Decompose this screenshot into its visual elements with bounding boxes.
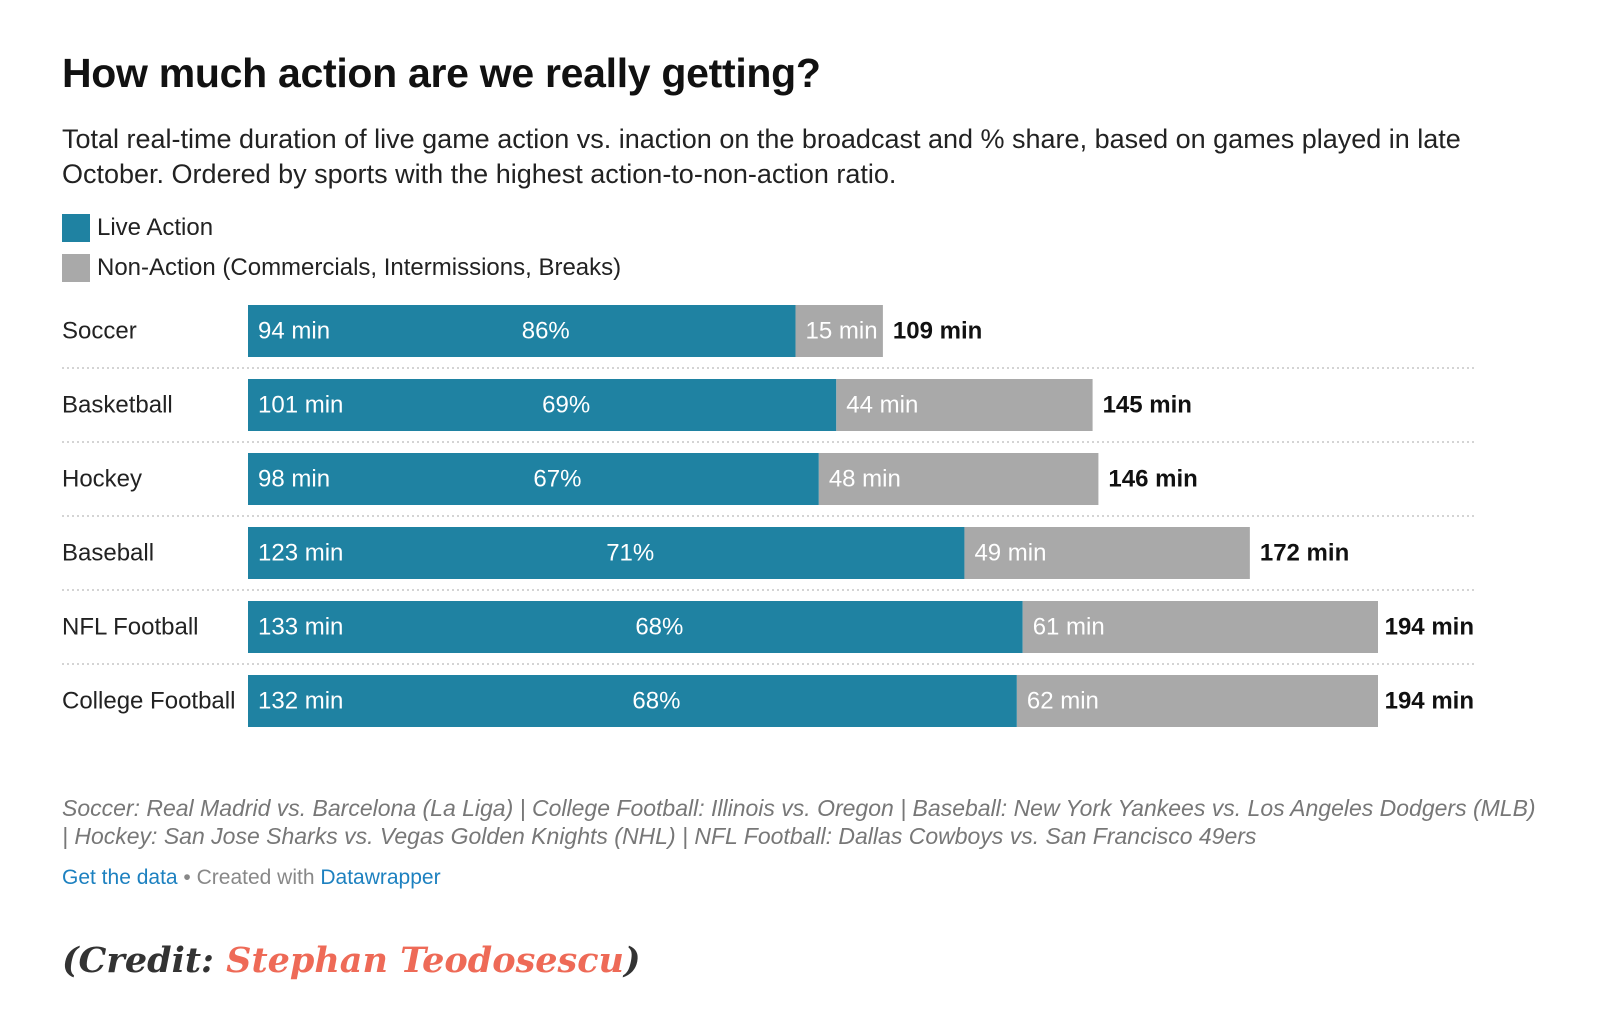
bar-live-hockey	[248, 453, 819, 505]
share-label-basketball: 69%	[542, 392, 590, 419]
total-label-baseball: 172 min	[1260, 540, 1349, 567]
legend-label-live-action: Live Action	[97, 214, 214, 241]
share-label-hockey: 67%	[533, 466, 581, 493]
bar-non-action-soccer	[795, 305, 883, 357]
legend-item-non-action: Non-Action (Commercials, Intermissions, …	[62, 254, 621, 282]
get-the-data-link[interactable]: Get the data	[62, 866, 178, 889]
bar-live-baseball	[248, 527, 965, 579]
value-label-live-baseball: 123 min	[258, 540, 343, 567]
bar-non-action-baseball	[964, 527, 1250, 579]
value-label-live-nfl-football: 133 min	[258, 614, 343, 641]
bar-live-college-football	[248, 675, 1017, 727]
legend: Live Action Non-Action (Commercials, Int…	[62, 214, 621, 294]
legend-swatch-non-action	[62, 254, 90, 282]
category-label-basketball: Basketball	[62, 392, 173, 419]
legend-label-non-action: Non-Action (Commercials, Intermissions, …	[97, 254, 622, 281]
value-label-non-action-college-football: 62 min	[1027, 688, 1099, 715]
value-label-non-action-basketball: 44 min	[846, 392, 918, 419]
category-label-nfl-football: NFL Football	[62, 614, 199, 641]
total-label-nfl-football: 194 min	[1385, 614, 1474, 641]
bar-non-action-college-football	[1016, 675, 1378, 727]
value-label-non-action-soccer: 15 min	[806, 318, 878, 345]
share-label-college-football: 68%	[632, 688, 680, 715]
value-label-live-soccer: 94 min	[258, 318, 330, 345]
total-label-hockey: 146 min	[1108, 466, 1197, 493]
footer-created-with: • Created with	[177, 866, 321, 889]
credit-name: Stephan Teodosescu	[226, 940, 625, 981]
value-label-non-action-nfl-football: 61 min	[1033, 614, 1105, 641]
bar-live-soccer	[248, 305, 796, 357]
value-label-non-action-baseball: 49 min	[974, 540, 1046, 567]
credit: (Credit: Stephan Teodosescu)	[62, 940, 641, 981]
legend-item-live-action: Live Action	[62, 214, 621, 242]
bar-non-action-hockey	[818, 453, 1099, 505]
stacked-bar-chart: Soccer 94 min 86% 15 min 109 min Basketball 10…	[62, 305, 1475, 727]
total-label-college-football: 194 min	[1385, 688, 1474, 715]
chart-notes: Soccer: Real Madrid vs. Barcelona (La Li…	[62, 795, 1536, 849]
value-label-live-basketball: 101 min	[258, 392, 343, 419]
footer: Get the data • Created with Datawrapper	[62, 866, 441, 890]
chart-title: How much action are we really getting?	[62, 50, 821, 96]
chart-subtitle: Total real-time duration of live game ac…	[62, 124, 1461, 189]
bar-live-nfl-football	[248, 601, 1023, 653]
legend-swatch-live-action	[62, 214, 90, 242]
total-label-basketball: 145 min	[1103, 392, 1192, 419]
category-label-soccer: Soccer	[62, 318, 137, 345]
datawrapper-link[interactable]: Datawrapper	[320, 866, 441, 889]
credit-prefix: (Credit:	[62, 940, 227, 981]
bar-live-basketball	[248, 379, 837, 431]
value-label-live-hockey: 98 min	[258, 466, 330, 493]
credit-suffix: )	[624, 940, 641, 981]
value-label-non-action-hockey: 48 min	[829, 466, 901, 493]
share-label-baseball: 71%	[606, 540, 654, 567]
total-label-soccer: 109 min	[893, 318, 982, 345]
category-label-hockey: Hockey	[62, 466, 142, 493]
value-label-live-college-football: 132 min	[258, 688, 343, 715]
bar-non-action-basketball	[836, 379, 1093, 431]
share-label-nfl-football: 68%	[635, 614, 683, 641]
category-label-college-football: College Football	[62, 688, 235, 715]
share-label-soccer: 86%	[522, 318, 570, 345]
bar-non-action-nfl-football	[1022, 601, 1378, 653]
category-label-baseball: Baseball	[62, 540, 154, 567]
